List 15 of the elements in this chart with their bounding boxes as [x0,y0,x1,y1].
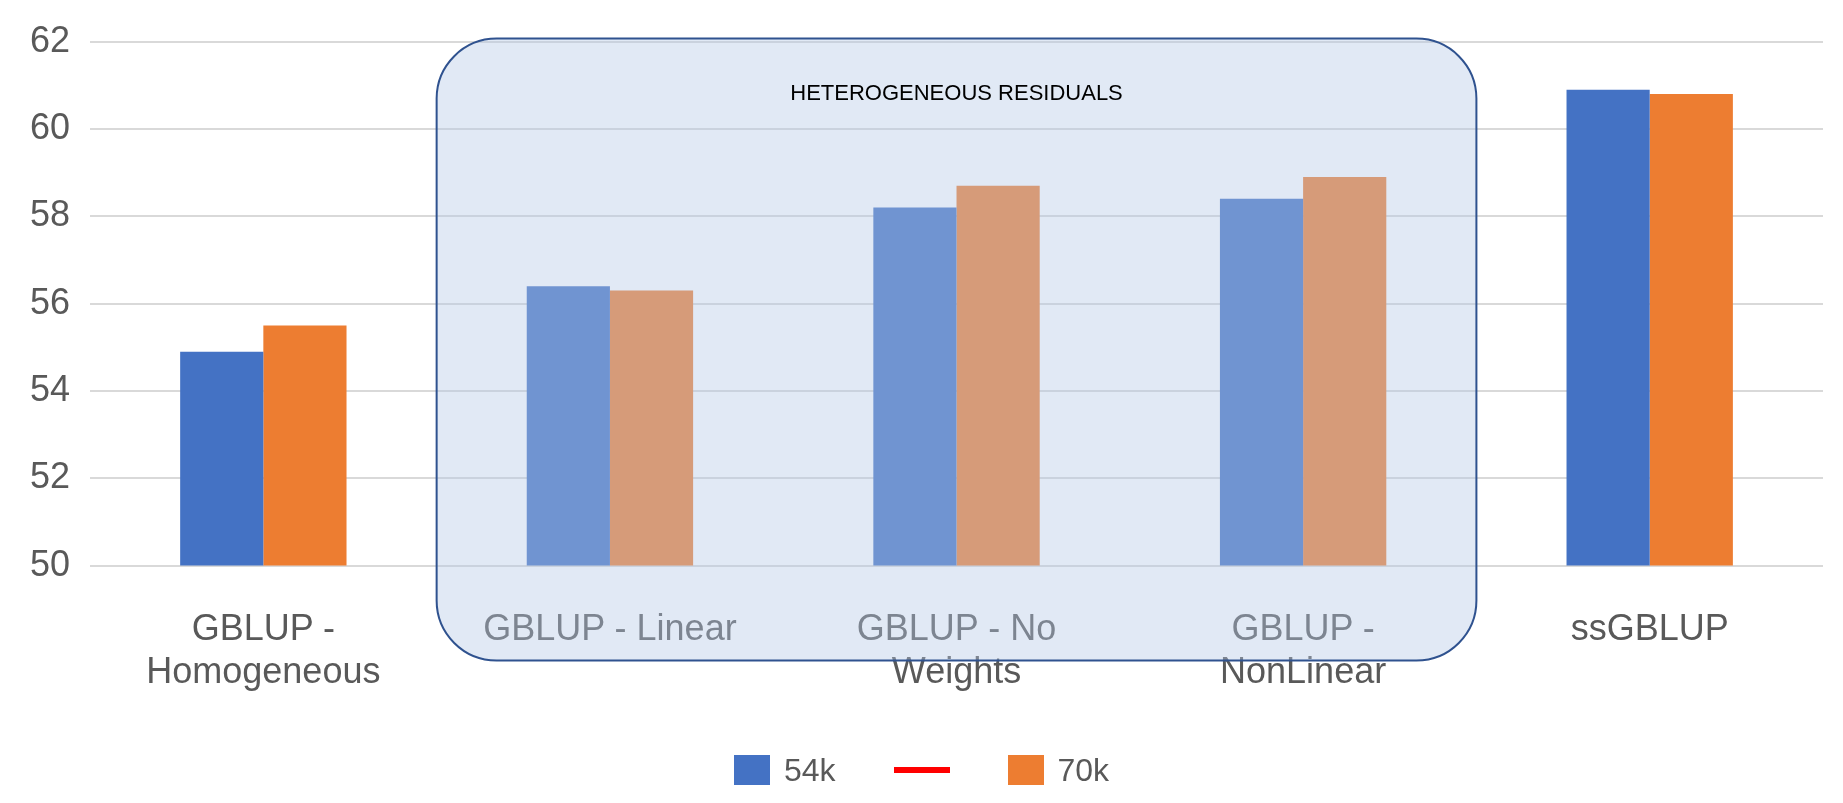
x-tick-label: GBLUP - Linear [483,607,737,649]
y-tick-label: 58 [30,193,71,235]
x-tick-label: GBLUP - Homogeneous [146,607,381,692]
band-label: HETEROGENEOUS RESIDUALS [790,79,1123,105]
x-tick-label: GBLUP - No Weights [856,607,1057,692]
x-tick-label: ssGBLUP [1570,607,1729,649]
y-tick-label: 62 [30,18,71,60]
y-tick-label: 52 [30,455,71,497]
legend-label: 70k [1057,751,1110,789]
x-tick-label: GBLUP - NonLinear [1220,607,1387,692]
y-tick-label: 54 [30,367,71,409]
y-tick-label: 50 [30,542,71,584]
legend-label: 54k [783,751,836,789]
y-tick-label: 56 [30,280,71,322]
y-tick-label: 60 [30,105,71,147]
